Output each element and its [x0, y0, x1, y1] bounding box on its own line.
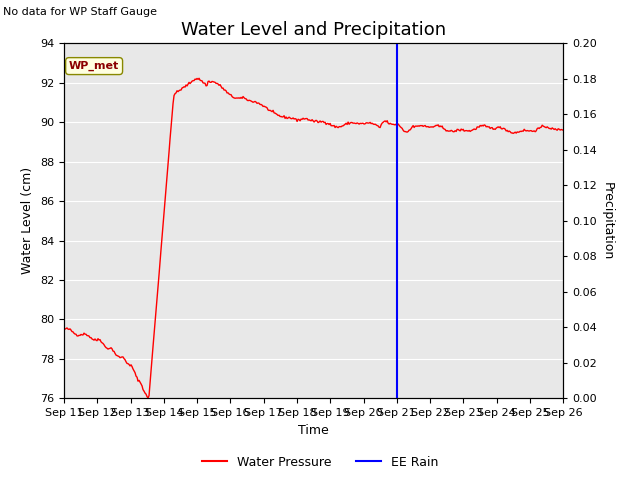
Y-axis label: Precipitation: Precipitation — [601, 181, 614, 260]
X-axis label: Time: Time — [298, 424, 329, 437]
Text: No data for WP Staff Gauge: No data for WP Staff Gauge — [3, 7, 157, 17]
Text: WP_met: WP_met — [69, 61, 119, 71]
Legend: Water Pressure, EE Rain: Water Pressure, EE Rain — [196, 451, 444, 474]
Y-axis label: Water Level (cm): Water Level (cm) — [22, 167, 35, 275]
Title: Water Level and Precipitation: Water Level and Precipitation — [181, 21, 446, 39]
